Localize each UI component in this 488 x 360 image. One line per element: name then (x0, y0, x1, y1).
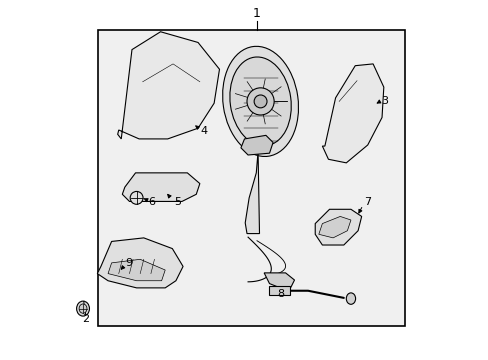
Text: 3: 3 (381, 96, 387, 107)
Polygon shape (315, 209, 361, 245)
Text: 7: 7 (364, 197, 370, 207)
Polygon shape (108, 259, 165, 281)
Text: 5: 5 (174, 197, 181, 207)
Text: 1: 1 (253, 8, 261, 21)
Ellipse shape (79, 304, 87, 313)
Text: 8: 8 (277, 289, 284, 298)
Polygon shape (322, 64, 383, 163)
Ellipse shape (229, 57, 291, 146)
Polygon shape (118, 32, 219, 139)
Polygon shape (318, 216, 350, 238)
Text: 9: 9 (124, 258, 132, 268)
Polygon shape (264, 273, 294, 291)
Circle shape (246, 88, 274, 115)
Polygon shape (241, 135, 272, 155)
FancyBboxPatch shape (98, 30, 405, 327)
FancyBboxPatch shape (268, 287, 289, 295)
Polygon shape (97, 238, 183, 288)
Ellipse shape (346, 293, 355, 304)
Text: 4: 4 (201, 126, 207, 136)
Text: 6: 6 (148, 197, 155, 207)
Circle shape (254, 95, 266, 108)
Ellipse shape (222, 46, 298, 157)
Ellipse shape (77, 301, 89, 316)
Circle shape (130, 192, 143, 204)
Polygon shape (244, 152, 259, 234)
Text: 2: 2 (82, 314, 89, 324)
Polygon shape (122, 173, 200, 202)
